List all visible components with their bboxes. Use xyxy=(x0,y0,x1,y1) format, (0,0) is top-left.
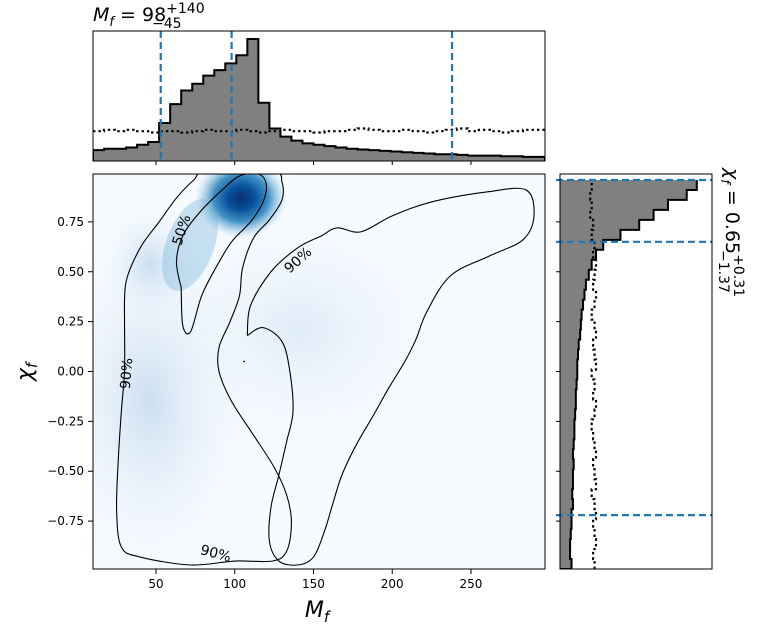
x-tick-label-1: 100 xyxy=(223,577,246,591)
top-posterior-outline xyxy=(93,38,545,161)
right-y-ticks xyxy=(556,221,560,522)
y-tick-label-4: 0.25 xyxy=(57,315,84,329)
y-tick-label-2: −0.25 xyxy=(47,414,84,428)
joint-y-ticks: −0.75 −0.50 −0.25 0.00 0.25 0.50 0.75 xyxy=(47,215,93,528)
contour-lines xyxy=(115,174,535,566)
density-peak xyxy=(195,174,288,238)
x-tick-label-2: 150 xyxy=(302,577,325,591)
y-tick-label-6: 0.75 xyxy=(57,215,84,229)
density-halo-upper xyxy=(95,195,205,335)
contour-2 xyxy=(246,187,535,566)
right-plot-frame xyxy=(559,173,713,570)
x-axis-label: Mf xyxy=(305,598,332,626)
right-marginal-title: χf = 0.65+0.31−1.37 xyxy=(715,167,746,297)
joint-panel: 50%90%90%90% 50 100 150 200 250 −0.75−0.50−0… xyxy=(13,173,546,626)
density-heatmap xyxy=(93,174,535,569)
joint-plot-frame xyxy=(92,173,546,570)
contour-speck xyxy=(243,360,246,363)
y-axis-label: χf xyxy=(13,360,41,382)
right-prior-outline xyxy=(589,179,598,569)
joint-x-ticks: 50 100 150 200 250 xyxy=(148,569,482,591)
top-plot-frame xyxy=(92,30,546,162)
top-prior-outline xyxy=(93,127,545,134)
y-tick-label-0: −0.75 xyxy=(47,514,84,528)
contour-1 xyxy=(115,174,292,566)
top-marginal-title: Mf = 98+140 −45 xyxy=(93,1,205,32)
contour-label-text: 90% xyxy=(118,357,137,389)
x-tick-label-4: 250 xyxy=(460,577,483,591)
top-marginal-panel: Mf = 98+140 −45 xyxy=(92,1,546,165)
right-quantile-lines xyxy=(556,178,712,517)
top-x-ticks xyxy=(155,161,472,165)
contour-label-text: 90% xyxy=(198,542,232,566)
contour-label-2: 90% xyxy=(118,357,137,389)
y-tick-label-1: −0.50 xyxy=(47,464,84,478)
x-tick-label-3: 200 xyxy=(381,577,404,591)
density-halo-right xyxy=(130,190,470,470)
contour-0 xyxy=(175,174,267,335)
y-tick-label-5: 0.50 xyxy=(57,265,84,279)
x-tick-label-0: 50 xyxy=(148,577,163,591)
right-posterior-fill xyxy=(560,179,697,569)
right-posterior-outline xyxy=(560,179,698,569)
contour-label-3: 90% xyxy=(198,542,232,566)
right-marginal-panel: χf = 0.65+0.31−1.37 xyxy=(556,167,746,570)
y-tick-label-3: 0.00 xyxy=(57,365,84,379)
density-ridge xyxy=(162,199,218,291)
